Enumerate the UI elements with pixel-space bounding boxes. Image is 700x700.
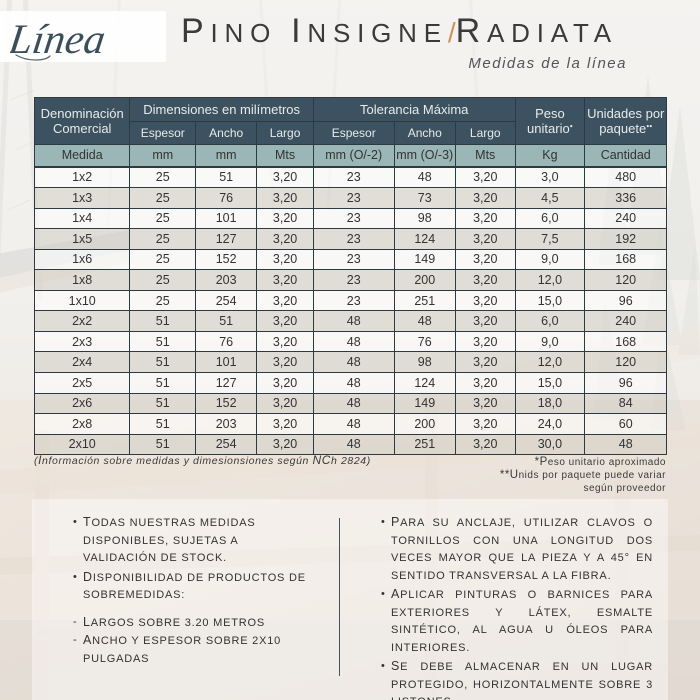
svg-text:Línea: Línea [10, 16, 108, 63]
